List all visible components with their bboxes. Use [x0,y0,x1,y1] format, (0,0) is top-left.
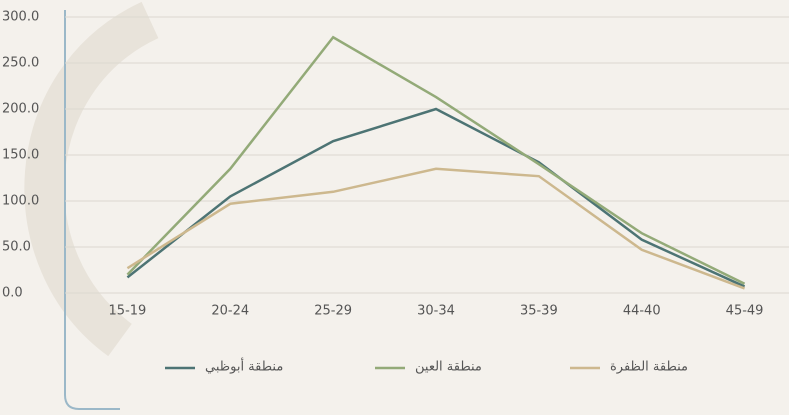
x-tick-label: 25-29 [314,304,352,319]
legend-label: منطقة أبوظبي [205,358,283,375]
y-tick-label: 200.0 [2,102,39,117]
series-line [126,35,746,285]
y-tick-label: 0.0 [2,286,23,301]
x-tick-label: 15-19 [109,304,147,319]
y-tick-label: 150.0 [2,148,39,163]
frame [64,10,120,410]
legend-label: منطقة العين [415,360,482,375]
x-tick-label: 35-39 [520,304,558,319]
series-line [126,107,746,288]
y-tick-label: 300.0 [2,10,39,25]
x-tick-label: 20-24 [211,304,249,319]
decoration [24,1,159,357]
x-tick-label: 45-49 [726,304,764,319]
series-line [126,167,746,290]
legend-label: منطقة الظفرة [610,360,688,375]
x-tick-label: 44-40 [623,304,661,319]
y-tick-label: 250.0 [2,56,39,71]
y-tick-label: 100.0 [2,194,39,209]
x-tick-label: 30-34 [417,304,455,319]
y-tick-label: 50.0 [2,240,31,255]
